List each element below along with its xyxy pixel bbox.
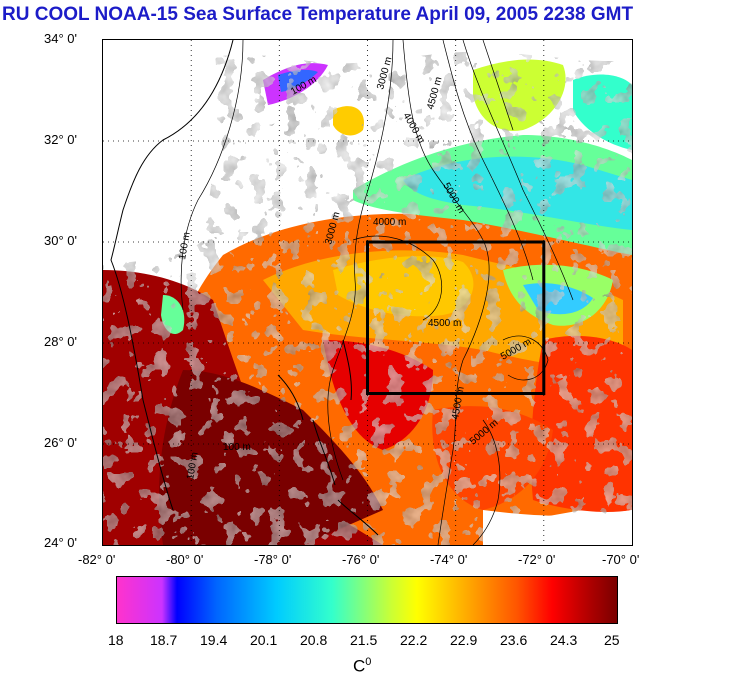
colorbar-tick: 25 (604, 632, 620, 648)
colorbar-tick: 22.9 (450, 632, 478, 648)
colorbar-tick: 20.8 (300, 632, 328, 648)
colorbar-tick: 22.2 (400, 632, 428, 648)
lon-label: -74° 0' (430, 552, 468, 567)
study-region-box (366, 240, 546, 395)
colorbar-unit: C0 (353, 656, 371, 677)
lat-label: 26° 0' (44, 435, 77, 450)
lon-label: -70° 0' (602, 552, 640, 567)
unit-superscript: 0 (365, 656, 372, 668)
lon-label: -72° 0' (518, 552, 556, 567)
coastline (110, 40, 379, 536)
colorbar-tick: 21.5 (350, 632, 378, 648)
lon-label: -82° 0' (78, 552, 116, 567)
contour-label: 100 m (177, 231, 193, 260)
lon-label: -76° 0' (342, 552, 380, 567)
lat-label: 32° 0' (44, 132, 77, 147)
contour-label: 100 m (223, 442, 251, 453)
colorbar-tick: 18.7 (150, 632, 178, 648)
colorbar-tick: 24.3 (550, 632, 578, 648)
colorbar-tick: 19.4 (200, 632, 228, 648)
unit-symbol: C (353, 656, 366, 676)
map-grid (103, 40, 632, 545)
colorbar-tick: 20.1 (250, 632, 278, 648)
lat-label: 24° 0' (44, 535, 77, 550)
contour-label: 4500 m (428, 318, 461, 329)
map-title: RU COOL NOAA-15 Sea Surface Temperature … (2, 4, 634, 25)
colorbar-tick: 23.6 (500, 632, 528, 648)
lon-label: -78° 0' (254, 552, 292, 567)
sst-map-area: 100 m 100 m 100 m 100 m 3000 m 3000 m 40… (102, 39, 633, 546)
colorbar-tick: 18 (108, 632, 124, 648)
contour-label: 4000 m (373, 217, 406, 228)
bathymetry-contours (180, 40, 574, 545)
contour-label: 100 m (185, 451, 201, 480)
sst-map-svg: 100 m 100 m 100 m 100 m 3000 m 3000 m 40… (103, 40, 632, 545)
lat-label: 28° 0' (44, 334, 77, 349)
temperature-colorbar (116, 576, 618, 624)
lat-label: 34° 0' (44, 31, 77, 46)
lat-label: 30° 0' (44, 233, 77, 248)
lon-label: -80° 0' (166, 552, 204, 567)
